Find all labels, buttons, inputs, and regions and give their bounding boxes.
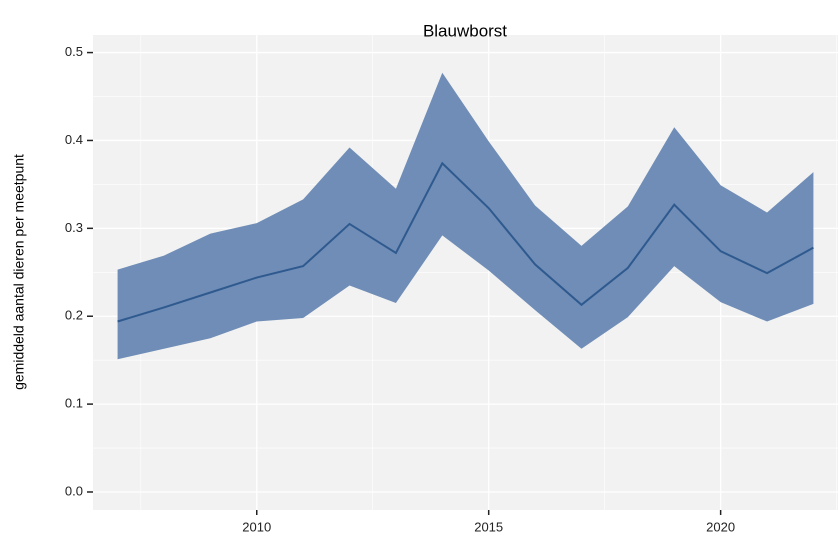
y-tick-label: 0.5 xyxy=(65,44,83,59)
x-tick-label: 2020 xyxy=(706,519,735,534)
y-axis-title: gemiddeld aantal dieren per meetpunt xyxy=(11,154,27,390)
confidence-band xyxy=(117,72,814,360)
x-tick-label: 2010 xyxy=(242,519,271,534)
y-tick-label: 0.1 xyxy=(65,396,83,411)
y-tick-label: 0.4 xyxy=(65,132,83,147)
chart-title: Blauwborst xyxy=(423,21,507,40)
line xyxy=(117,161,814,323)
y-tick-label: 0.3 xyxy=(65,220,83,235)
x-tick-label: 2015 xyxy=(474,519,503,534)
y-tick-label: 0.2 xyxy=(65,308,83,323)
y-tick-label: 0.0 xyxy=(65,483,83,498)
